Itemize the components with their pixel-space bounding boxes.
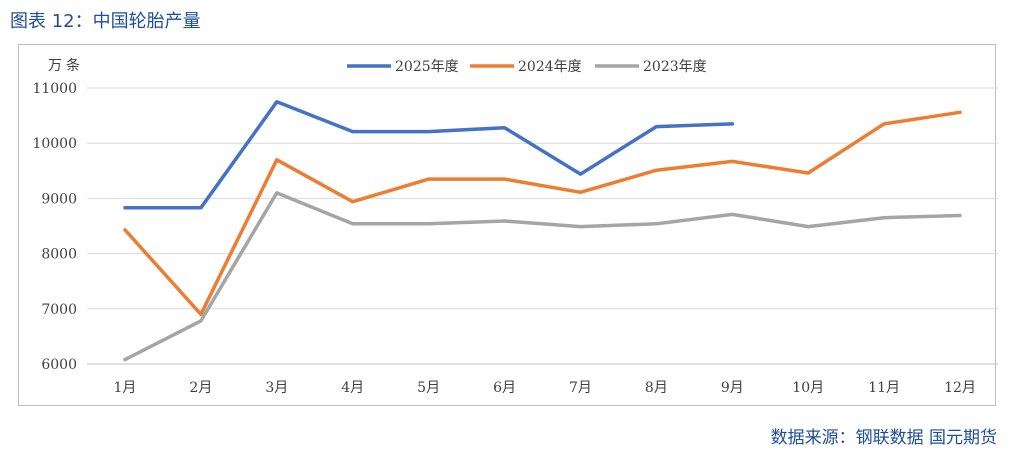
x-tick-label: 6月 [493,380,516,396]
x-tick-label: 7月 [569,380,592,396]
x-tick-label: 10月 [792,380,824,396]
x-tick-label: 9月 [721,380,744,396]
x-tick-label: 8月 [645,380,668,396]
figure-title: 图表 12：中国轮胎产量 [10,11,201,32]
y-tick-label: 9000 [41,191,77,207]
legend-label: 2023年度 [643,59,707,75]
legend-label: 2024年度 [518,59,582,75]
legend-label: 2025年度 [395,59,459,75]
gridlines [87,87,998,310]
x-tick-label: 12月 [944,380,976,396]
x-axis-ticks: 1月 2月 3月 4月 5月 6月 7月 8月 9月 10月 11月 12月 [113,380,975,396]
y-unit-label: 万条 [48,57,84,74]
series-line [123,191,962,362]
series-line [123,110,962,317]
series-lines [123,100,962,362]
y-axis-ticks: 6000 7000 8000 9000 10000 11000 [32,81,77,373]
legend: 2025年度 2024年度 2023年度 [347,59,707,75]
x-tick-label: 2月 [189,380,212,396]
x-tick-label: 1月 [113,380,136,396]
x-tick-label: 5月 [417,380,440,396]
y-tick-label: 7000 [41,302,77,318]
y-tick-label: 10000 [32,136,77,152]
y-tick-label: 8000 [41,247,77,263]
chart-frame [18,44,996,406]
series-line [123,100,735,210]
x-tick-label: 11月 [868,380,900,396]
y-tick-label: 6000 [41,357,77,373]
x-tick-label: 3月 [265,380,288,396]
x-tick-label: 4月 [341,380,364,396]
y-tick-label: 11000 [32,81,77,97]
source-note: 数据来源：钢联数据 国元期货 [770,428,997,448]
